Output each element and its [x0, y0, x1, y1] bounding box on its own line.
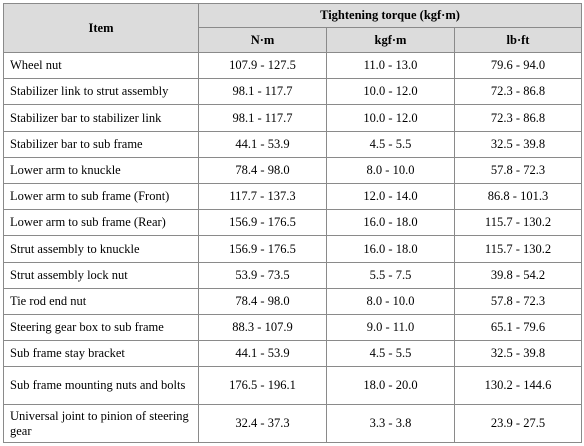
lbft-value-cell: 115.7 - 130.2: [453, 209, 583, 237]
item-cell: Strut assembly lock nut: [3, 261, 199, 289]
table-header: Item Tightening torque (kgf·m) N·m kgf·m…: [3, 3, 583, 53]
nm-value-cell: 88.3 - 107.9: [198, 314, 327, 342]
lbft-value-cell: 86.8 - 101.3: [453, 183, 583, 211]
kgfm-value-cell: 5.5 - 7.5: [326, 261, 455, 289]
table-body: Wheel nut 107.9 - 127.5 11.0 - 13.0 79.6 - …: [3, 51, 583, 443]
item-cell: Stabilizer bar to stabilizer link: [3, 104, 199, 132]
nm-value-cell: 156.9 - 176.5: [198, 235, 327, 263]
kgfm-value-cell: 16.0 - 18.0: [326, 235, 455, 263]
item-cell: Wheel nut: [3, 51, 199, 80]
lbft-value-cell: 32.5 - 39.8: [453, 340, 583, 368]
table-row: Stabilizer bar to stabilizer link 98.1 - …: [3, 104, 583, 132]
item-cell: Sub frame stay bracket: [3, 340, 199, 368]
item-cell: Tie rod end nut: [3, 287, 199, 316]
lbft-value-cell: 57.8 - 72.3: [453, 156, 583, 185]
lbft-value-cell: 39.8 - 54.2: [453, 261, 583, 289]
item-cell: Steering gear box to sub frame: [3, 314, 199, 342]
table-row: Sub frame stay bracket 44.1 - 53.9 4.5 - 5…: [3, 340, 583, 368]
kgfm-value-cell: 18.0 - 20.0: [326, 366, 455, 406]
kgfm-value-cell: 16.0 - 18.0: [326, 209, 455, 237]
lbft-value-cell: 32.5 - 39.8: [453, 130, 583, 158]
lbft-value-cell: 79.6 - 94.0: [453, 51, 583, 80]
lbft-value-cell: 23.9 - 27.5: [453, 404, 583, 443]
nm-value-cell: 107.9 - 127.5: [198, 51, 327, 80]
lbft-value-cell: 65.1 - 79.6: [453, 314, 583, 342]
kgfm-value-cell: 10.0 - 12.0: [326, 104, 455, 132]
unit-header-kgfm: kgf·m: [326, 27, 455, 53]
kgfm-value-cell: 9.0 - 11.0: [326, 314, 455, 342]
table-row: Sub frame mounting nuts and bolts 176.5 -…: [3, 366, 583, 406]
nm-value-cell: 117.7 - 137.3: [198, 183, 327, 211]
table-row: Steering gear box to sub frame 88.3 - 107…: [3, 314, 583, 342]
nm-value-cell: 44.1 - 53.9: [198, 130, 327, 158]
torque-group-header: Tightening torque (kgf·m): [197, 3, 583, 28]
table-row: Stabilizer link to strut assembly 98.1 - …: [3, 78, 583, 106]
kgfm-value-cell: 11.0 - 13.0: [326, 51, 455, 80]
kgfm-value-cell: 8.0 - 10.0: [326, 287, 455, 316]
table-row: Stabilizer bar to sub frame 44.1 - 53.9 4.…: [3, 130, 583, 158]
lbft-value-cell: 72.3 - 86.8: [453, 104, 583, 132]
item-cell: Lower arm to knuckle: [3, 156, 199, 185]
unit-header-nm: N·m: [198, 27, 327, 53]
item-cell: Sub frame mounting nuts and bolts: [3, 366, 199, 406]
lbft-value-cell: 72.3 - 86.8: [453, 78, 583, 106]
nm-value-cell: 32.4 - 37.3: [198, 404, 327, 443]
kgfm-value-cell: 10.0 - 12.0: [326, 78, 455, 106]
nm-value-cell: 156.9 - 176.5: [198, 209, 327, 237]
nm-value-cell: 98.1 - 117.7: [198, 78, 327, 106]
item-cell: Lower arm to sub frame (Rear): [3, 209, 199, 237]
item-cell: Stabilizer link to strut assembly: [3, 78, 199, 106]
item-cell: Strut assembly to knuckle: [3, 235, 199, 263]
kgfm-value-cell: 4.5 - 5.5: [326, 340, 455, 368]
unit-header-lbft: lb·ft: [453, 27, 583, 53]
table-row: Lower arm to knuckle 78.4 - 98.0 8.0 - 10.…: [3, 156, 583, 185]
table-row: Wheel nut 107.9 - 127.5 11.0 - 13.0 79.6 - …: [3, 51, 583, 80]
lbft-value-cell: 130.2 - 144.6: [453, 366, 583, 406]
lbft-value-cell: 57.8 - 72.3: [453, 287, 583, 316]
lbft-value-cell: 115.7 - 130.2: [453, 235, 583, 263]
table-row: Tie rod end nut 78.4 - 98.0 8.0 - 10.0 57.8…: [3, 287, 583, 316]
table-row: Strut assembly lock nut 53.9 - 73.5 5.5 - …: [3, 261, 583, 289]
kgfm-value-cell: 3.3 - 3.8: [326, 404, 455, 443]
nm-value-cell: 98.1 - 117.7: [198, 104, 327, 132]
table-row: Universal joint to pinion of steering ge…: [3, 404, 583, 443]
kgfm-value-cell: 12.0 - 14.0: [326, 183, 455, 211]
kgfm-value-cell: 8.0 - 10.0: [326, 156, 455, 185]
table-row: Lower arm to sub frame (Front) 117.7 - 13…: [3, 183, 583, 211]
item-cell: Universal joint to pinion of steering ge…: [3, 404, 199, 443]
kgfm-value-cell: 4.5 - 5.5: [326, 130, 455, 158]
item-column-header: Item: [3, 3, 199, 53]
nm-value-cell: 44.1 - 53.9: [198, 340, 327, 368]
nm-value-cell: 176.5 - 196.1: [198, 366, 327, 406]
table-row: Lower arm to sub frame (Rear) 156.9 - 176…: [3, 209, 583, 237]
nm-value-cell: 78.4 - 98.0: [198, 156, 327, 185]
nm-value-cell: 53.9 - 73.5: [198, 261, 327, 289]
torque-spec-table: Item Tightening torque (kgf·m) N·m kgf·m…: [3, 3, 583, 443]
table-row: Strut assembly to knuckle 156.9 - 176.5 16…: [3, 235, 583, 263]
item-cell: Lower arm to sub frame (Front): [3, 183, 199, 211]
nm-value-cell: 78.4 - 98.0: [198, 287, 327, 316]
item-cell: Stabilizer bar to sub frame: [3, 130, 199, 158]
